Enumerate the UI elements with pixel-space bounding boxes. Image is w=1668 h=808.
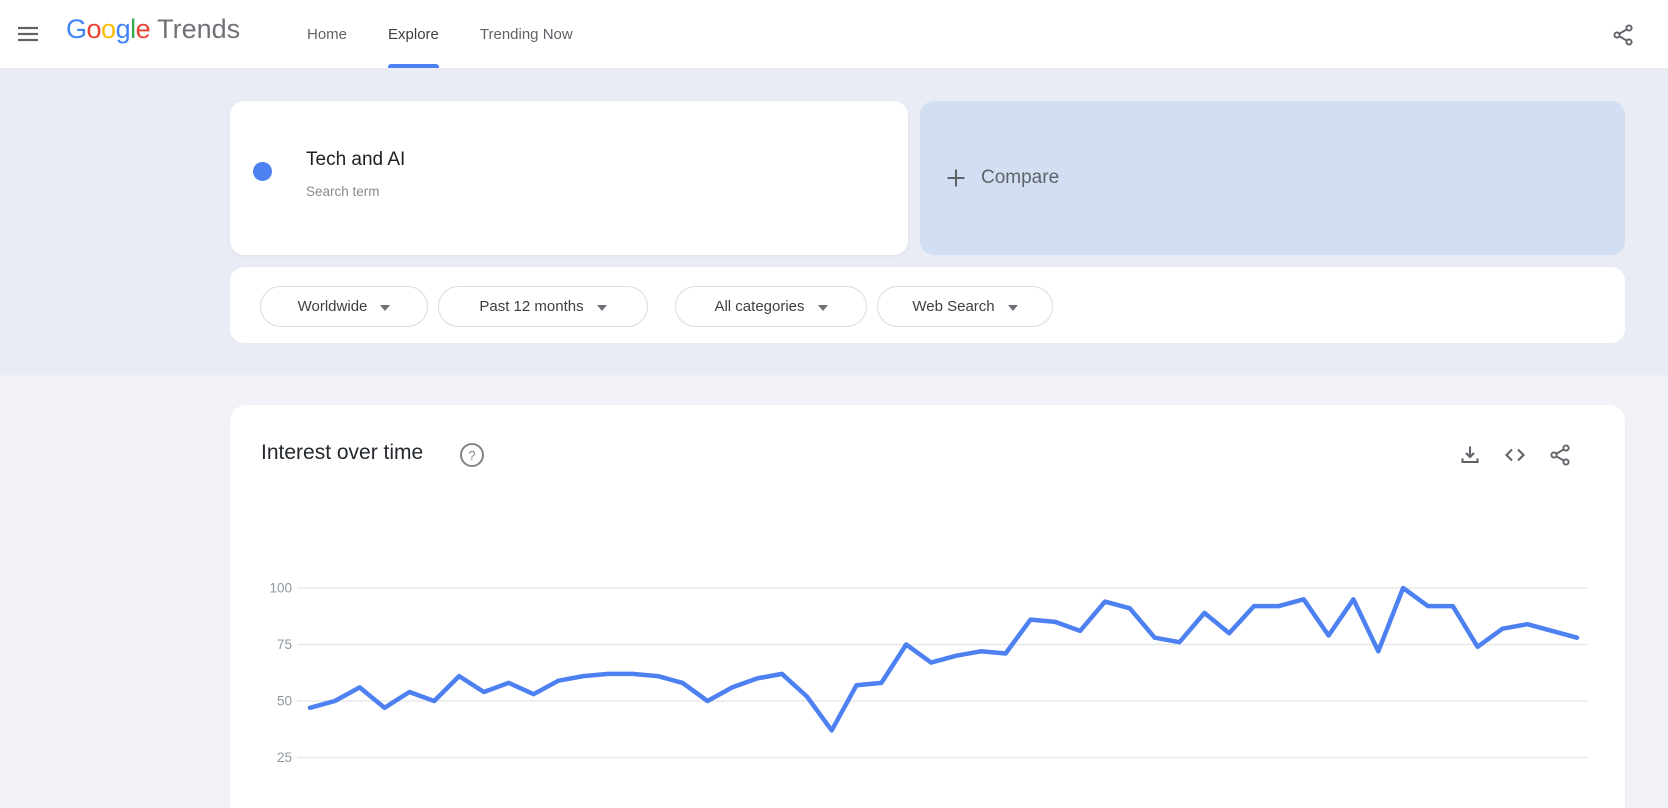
logo-letter: e — [135, 14, 151, 44]
interest-over-time-card: Interest over time ? — [230, 405, 1625, 808]
google-trends-logo[interactable]: G o o g l e Trends — [66, 14, 240, 45]
nav-tab-trending-now[interactable]: Trending Now — [480, 0, 573, 68]
y-axis-tick-label: 100 — [269, 581, 292, 596]
primary-nav: Home Explore Trending Now — [307, 0, 573, 68]
help-icon: ? — [460, 443, 484, 467]
nav-tab-label: Home — [307, 25, 348, 43]
y-axis-tick-label: 75 — [277, 637, 292, 652]
download-icon — [1461, 446, 1479, 464]
hamburger-menu-button[interactable] — [8, 14, 48, 54]
logo-letter: o — [101, 14, 116, 44]
chevron-down-icon — [1007, 304, 1018, 311]
filter-category-dropdown[interactable]: All categories — [675, 286, 867, 327]
nav-tab-label: Explore — [388, 25, 439, 43]
chevron-down-icon — [596, 304, 607, 311]
logo-suffix: Trends — [157, 14, 241, 44]
nav-tab-home[interactable]: Home — [307, 0, 347, 68]
filter-time-range-value: Past 12 months — [479, 298, 584, 315]
logo-letter: g — [115, 14, 131, 44]
term-color-dot — [253, 162, 272, 181]
compare-label: Compare — [981, 167, 1060, 188]
filter-region-value: Worldwide — [297, 298, 368, 315]
plus-icon — [945, 167, 967, 189]
compare-add-button[interactable]: Compare — [920, 101, 1625, 255]
y-axis-tick-label: 25 — [277, 750, 292, 765]
logo-letter: o — [86, 14, 102, 44]
logo-letter: G — [66, 14, 87, 44]
chart-title: Interest over time — [261, 441, 424, 464]
chevron-down-icon — [380, 304, 391, 311]
filter-category-value: All categories — [714, 298, 805, 315]
page-share-button[interactable] — [1604, 16, 1642, 54]
filter-time-range-dropdown[interactable]: Past 12 months — [438, 286, 648, 327]
filters-bar: Worldwide Past 12 months All categories … — [230, 267, 1625, 343]
share-icon — [1550, 444, 1570, 466]
filter-region-dropdown[interactable]: Worldwide — [260, 286, 428, 327]
filter-search-type-dropdown[interactable]: Web Search — [877, 286, 1053, 327]
y-axis-tick-label: 50 — [277, 694, 292, 709]
download-csv-button[interactable] — [1458, 443, 1482, 467]
embed-chart-button[interactable] — [1503, 443, 1527, 467]
share-chart-button[interactable] — [1548, 443, 1572, 467]
active-tab-indicator — [388, 64, 439, 68]
code-icon — [1505, 448, 1525, 462]
hamburger-menu-icon — [18, 26, 38, 42]
svg-text:?: ? — [468, 448, 475, 463]
chart-help-button[interactable]: ? — [458, 441, 486, 469]
search-term-card[interactable]: Tech and AI Search term — [230, 101, 908, 255]
logo-letter: l — [130, 14, 136, 44]
chart-action-buttons — [1458, 443, 1572, 467]
trend-line — [307, 585, 1580, 733]
filter-search-type-value: Web Search — [912, 298, 995, 315]
nav-tab-label: Trending Now — [479, 25, 573, 43]
nav-tab-explore[interactable]: Explore — [388, 0, 439, 68]
chart-plot-area[interactable]: 100 75 50 25 — [230, 405, 1625, 808]
search-term-type: Search term — [306, 184, 380, 199]
top-navigation-bar: G o o g l e Trends Home Explore Trending… — [0, 0, 1668, 68]
share-icon — [1613, 24, 1633, 46]
search-term-text: Tech and AI — [306, 149, 406, 170]
chevron-down-icon — [817, 304, 828, 311]
